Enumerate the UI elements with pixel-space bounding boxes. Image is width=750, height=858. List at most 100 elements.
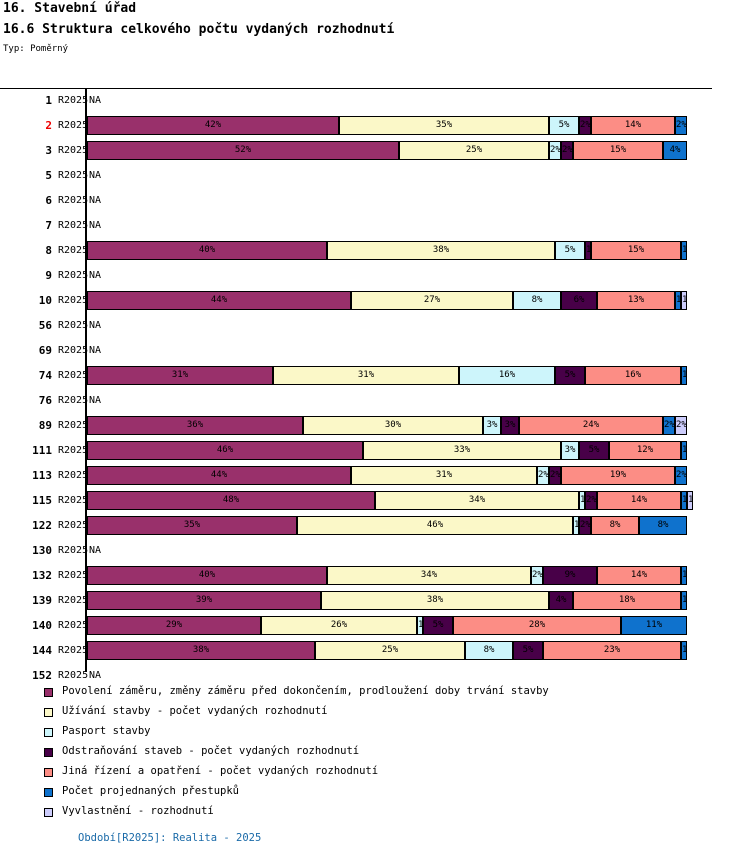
bar-segment-prestupky[interactable]: 1% <box>681 641 687 660</box>
stacked-bar[interactable]: 40%38%5%1%15%1% <box>87 241 687 260</box>
bar-segment-povoleni[interactable]: 38% <box>87 641 315 660</box>
table-row[interactable]: 7 R2025 NA <box>0 213 750 238</box>
table-row[interactable]: 5 R2025 NA <box>0 163 750 188</box>
bar-segment-pasport[interactable]: 2% <box>537 466 549 485</box>
bar-segment-uzivani[interactable]: 30% <box>303 416 483 435</box>
bar-segment-odstranovani[interactable]: 6% <box>561 291 597 310</box>
bar-segment-uzivani[interactable]: 34% <box>327 566 531 585</box>
stacked-bar[interactable]: 44% 31% 2% 2% 19% 2% <box>87 466 687 485</box>
stacked-bar[interactable]: 38%25%8%5%23%1% <box>87 641 687 660</box>
bar-segment-jina[interactable]: 24% <box>519 416 663 435</box>
table-row[interactable]: 69 R2025 NA <box>0 338 750 363</box>
bar-segment-odstranovani[interactable]: 5% <box>555 366 585 385</box>
bar-segment-povoleni[interactable]: 29% <box>87 616 261 635</box>
bar-segment-pasport[interactable]: 8% <box>465 641 513 660</box>
bar-segment-povoleni[interactable]: 31% <box>87 366 273 385</box>
bar-segment-uzivani[interactable]: 27% <box>351 291 513 310</box>
stacked-bar[interactable]: 36% 30% 3% 3% 24% 2% 2% <box>87 416 687 435</box>
stacked-bar[interactable]: 48%34%1%2%14%1%1% <box>87 491 693 510</box>
bar-segment-povoleni[interactable]: 46% <box>87 441 363 460</box>
bar-segment-odstranovani[interactable]: 4% <box>549 591 573 610</box>
bar-segment-odstranovani[interactable]: 2% <box>561 141 573 160</box>
table-row[interactable]: 3 R2025 52% 25% 2% 2% 15% 4% <box>0 138 750 163</box>
bar-segment-vyvlastneni[interactable]: 1% <box>687 491 693 510</box>
bar-segment-prestupky[interactable]: 1% <box>675 291 681 310</box>
stacked-bar[interactable]: 29%26%1%5%28%11% <box>87 616 687 635</box>
bar-segment-uzivani[interactable]: 38% <box>327 241 555 260</box>
bar-segment-uzivani[interactable]: 25% <box>315 641 465 660</box>
bar-segment-jina[interactable]: 28% <box>453 616 621 635</box>
bar-segment-odstranovani[interactable]: 1% <box>585 241 591 260</box>
table-row[interactable]: 152 R2025 NA <box>0 663 750 688</box>
bar-segment-uzivani[interactable]: 25% <box>399 141 549 160</box>
bar-segment-vyvlastneni[interactable]: 1% <box>681 291 687 310</box>
bar-segment-uzivani[interactable]: 46% <box>297 516 573 535</box>
bar-segment-prestupky[interactable]: 1% <box>681 441 687 460</box>
bar-segment-jina[interactable]: 18% <box>573 591 681 610</box>
stacked-bar[interactable]: 42% 35% 5% 2% 14% 2% <box>87 116 687 135</box>
bar-segment-prestupky[interactable]: 2% <box>675 116 687 135</box>
bar-segment-prestupky[interactable]: 8% <box>639 516 687 535</box>
stacked-bar[interactable]: 35%46%1%2%8%8% <box>87 516 687 535</box>
bar-segment-jina[interactable]: 14% <box>597 566 681 585</box>
bar-segment-odstranovani[interactable]: 2% <box>585 491 597 510</box>
bar-segment-jina[interactable]: 13% <box>597 291 675 310</box>
bar-segment-uzivani[interactable]: 33% <box>363 441 561 460</box>
bar-segment-odstranovani[interactable]: 2% <box>579 116 591 135</box>
bar-segment-prestupky[interactable]: 4% <box>663 141 687 160</box>
stacked-bar[interactable]: 39%38%4%18%1% <box>87 591 687 610</box>
table-row[interactable]: 6 R2025 NA <box>0 188 750 213</box>
bar-segment-jina[interactable]: 12% <box>609 441 681 460</box>
bar-segment-pasport[interactable]: 2% <box>549 141 561 160</box>
bar-segment-povoleni[interactable]: 48% <box>87 491 375 510</box>
bar-segment-jina[interactable]: 19% <box>561 466 675 485</box>
bar-segment-uzivani[interactable]: 31% <box>351 466 537 485</box>
table-row[interactable]: 1 R2025 NA <box>0 88 750 113</box>
bar-segment-pasport[interactable]: 5% <box>549 116 579 135</box>
table-row[interactable]: 9 R2025 NA <box>0 263 750 288</box>
bar-segment-uzivani[interactable]: 34% <box>375 491 579 510</box>
bar-segment-pasport[interactable]: 8% <box>513 291 561 310</box>
bar-segment-povoleni[interactable]: 40% <box>87 241 327 260</box>
bar-segment-vyvlastneni[interactable]: 2% <box>675 416 687 435</box>
bar-segment-odstranovani[interactable]: 9% <box>543 566 597 585</box>
bar-segment-odstranovani[interactable]: 5% <box>579 441 609 460</box>
bar-segment-povoleni[interactable]: 52% <box>87 141 399 160</box>
bar-segment-odstranovani[interactable]: 5% <box>423 616 453 635</box>
stacked-bar[interactable]: 31%31%16%5%16%1% <box>87 366 687 385</box>
bar-segment-uzivani[interactable]: 31% <box>273 366 459 385</box>
bar-segment-odstranovani[interactable]: 2% <box>549 466 561 485</box>
bar-segment-odstranovani[interactable]: 3% <box>501 416 519 435</box>
stacked-bar[interactable]: 44%27%8%6%13%1%1% <box>87 291 687 310</box>
bar-segment-odstranovani[interactable]: 2% <box>579 516 591 535</box>
stacked-bar[interactable]: 52% 25% 2% 2% 15% 4% <box>87 141 687 160</box>
table-row[interactable]: 76 R2025 NA <box>0 388 750 413</box>
bar-segment-prestupky[interactable]: 1% <box>681 366 687 385</box>
bar-segment-jina[interactable]: 14% <box>591 116 675 135</box>
bar-segment-jina[interactable]: 16% <box>585 366 681 385</box>
table-row[interactable]: 2 R2025 42% 35% 5% 2% 14% 2% <box>0 113 750 138</box>
bar-segment-povoleni[interactable]: 44% <box>87 466 351 485</box>
bar-segment-prestupky[interactable]: 1% <box>681 241 687 260</box>
bar-segment-uzivani[interactable]: 26% <box>261 616 417 635</box>
bar-segment-pasport[interactable]: 2% <box>531 566 543 585</box>
bar-segment-jina[interactable]: 8% <box>591 516 639 535</box>
bar-segment-pasport[interactable]: 5% <box>555 241 585 260</box>
bar-segment-povoleni[interactable]: 36% <box>87 416 303 435</box>
bar-segment-pasport[interactable]: 1% <box>417 616 423 635</box>
bar-segment-povoleni[interactable]: 42% <box>87 116 339 135</box>
stacked-bar[interactable]: 46%33%3%5%12%1% <box>87 441 687 460</box>
bar-segment-jina[interactable]: 15% <box>591 241 681 260</box>
bar-segment-prestupky[interactable]: 1% <box>681 591 687 610</box>
bar-segment-prestupky[interactable]: 11% <box>621 616 687 635</box>
bar-segment-povoleni[interactable]: 35% <box>87 516 297 535</box>
